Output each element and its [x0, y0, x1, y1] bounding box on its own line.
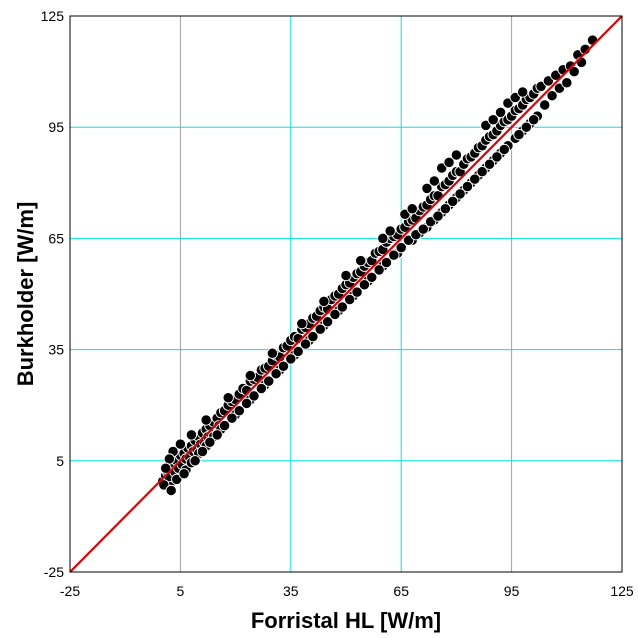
- data-point: [406, 203, 418, 215]
- data-point: [340, 269, 352, 282]
- data-point: [513, 128, 525, 141]
- y-tick-label: 125: [41, 8, 65, 24]
- y-tick-label: 5: [56, 453, 64, 469]
- data-point: [380, 256, 393, 269]
- data-point: [546, 90, 558, 102]
- data-point: [461, 180, 474, 193]
- data-point: [476, 166, 488, 178]
- data-point: [226, 412, 238, 424]
- data-point: [299, 338, 312, 350]
- x-tick-label: -25: [60, 583, 80, 599]
- data-point: [568, 65, 580, 78]
- data-point: [395, 242, 407, 254]
- data-point: [421, 182, 433, 195]
- data-point: [494, 106, 507, 119]
- data-point: [520, 121, 532, 133]
- data-point: [366, 271, 378, 283]
- data-point: [336, 301, 348, 313]
- data-point: [240, 397, 253, 409]
- data-point: [561, 77, 573, 89]
- data-point: [233, 405, 245, 417]
- reference-line-group: [69, 15, 623, 573]
- data-point: [483, 158, 496, 170]
- data-point: [498, 143, 510, 156]
- x-tick-label: 35: [283, 583, 299, 599]
- data-point: [575, 56, 588, 68]
- data-point: [344, 293, 356, 306]
- y-tick-labels: -25 5 35 65 95 125: [41, 8, 65, 580]
- data-point: [428, 175, 440, 187]
- data-point: [373, 264, 385, 276]
- data-point: [178, 468, 190, 480]
- data-point: [307, 330, 319, 343]
- data-point: [174, 438, 187, 450]
- plot-frame: [69, 15, 623, 573]
- data-point: [266, 347, 279, 359]
- reference-line: [69, 15, 623, 573]
- y-axis-label: Burkholder [W/m]: [13, 202, 38, 387]
- data-point: [263, 375, 275, 387]
- y-tick-label: 35: [48, 342, 64, 358]
- y-tick-label: -25: [44, 564, 64, 580]
- data-point: [384, 225, 396, 237]
- x-tick-labels: -25 5 35 65 95 125: [60, 583, 634, 599]
- data-point: [185, 429, 198, 441]
- data-point: [450, 149, 463, 161]
- data-point: [200, 414, 212, 426]
- data-point: [277, 360, 290, 372]
- x-tick-label: 65: [393, 583, 409, 599]
- data-point: [516, 86, 529, 98]
- data-point: [432, 210, 444, 222]
- y-tick-label: 65: [48, 230, 64, 246]
- data-point: [491, 151, 503, 163]
- x-tick-label: 125: [610, 583, 634, 599]
- data-point: [528, 114, 540, 126]
- data-point: [218, 419, 231, 432]
- data-point: [388, 249, 400, 261]
- data-point: [439, 203, 452, 215]
- data-point: [296, 317, 308, 330]
- x-axis-label: Forristal HL [W/m]: [251, 608, 441, 633]
- data-point: [270, 368, 282, 380]
- data-point: [539, 99, 551, 111]
- data-point: [222, 392, 234, 404]
- x-tick-label: 95: [504, 583, 520, 599]
- data-point: [351, 286, 363, 298]
- data-point: [211, 429, 223, 441]
- data-point: [487, 114, 499, 126]
- y-tick-label: 95: [48, 119, 64, 135]
- data-point: [469, 173, 481, 185]
- data-point: [165, 484, 177, 497]
- data-point: [292, 345, 304, 358]
- data-point: [454, 188, 466, 200]
- data-point: [586, 34, 599, 46]
- data-point: [329, 308, 341, 321]
- data-point: [189, 455, 201, 467]
- data-point: [160, 462, 172, 474]
- data-point: [285, 353, 297, 365]
- data-point: [321, 316, 334, 328]
- data-point: [443, 156, 455, 169]
- data-point: [244, 369, 256, 382]
- data-point: [417, 223, 429, 235]
- data-point: [204, 436, 216, 448]
- x-tick-label: 5: [177, 583, 185, 599]
- data-point: [358, 279, 371, 291]
- data-point: [447, 195, 459, 207]
- data-point: [377, 232, 389, 245]
- data-point: [196, 445, 209, 458]
- data-point: [355, 254, 367, 267]
- data-point: [318, 295, 330, 308]
- data-points: [157, 34, 599, 497]
- data-point: [314, 323, 326, 335]
- data-point: [248, 390, 260, 402]
- data-point: [255, 382, 268, 395]
